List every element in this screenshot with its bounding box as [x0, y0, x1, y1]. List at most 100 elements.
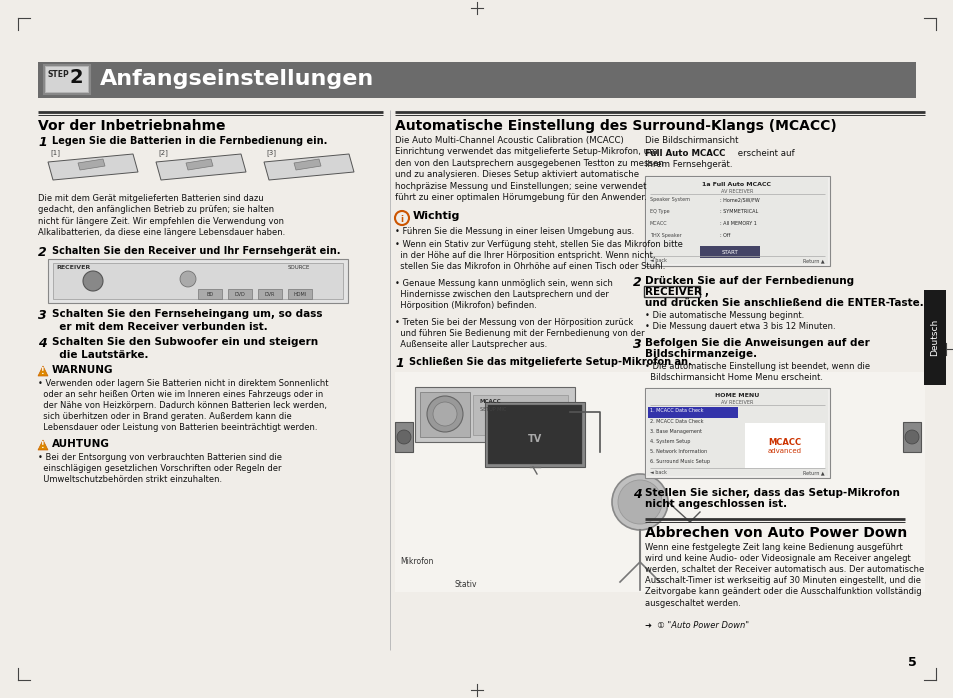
Text: Schließen Sie das mitgelieferte Setup-Mikrofon an.: Schließen Sie das mitgelieferte Setup-Mi…: [409, 357, 691, 367]
Text: STEP: STEP: [48, 70, 70, 79]
Text: DVR: DVR: [265, 292, 274, 297]
Text: Automatische Einstellung des Surround-Klangs (MCACC): Automatische Einstellung des Surround-Kl…: [395, 119, 836, 133]
Text: Die Auto Multi-Channel Acoustic Calibration (MCACC)
Einrichtung verwendet das mi: Die Auto Multi-Channel Acoustic Calibrat…: [395, 136, 663, 202]
Text: Die Bildschirmansicht: Die Bildschirmansicht: [644, 136, 740, 145]
Text: ➜  ① "Auto Power Down": ➜ ① "Auto Power Down": [644, 621, 748, 630]
Text: Stativ: Stativ: [455, 580, 477, 589]
Text: • Verwenden oder lagern Sie Batterien nicht in direktem Sonnenlicht
  oder an se: • Verwenden oder lagern Sie Batterien ni…: [38, 379, 328, 432]
Text: 3: 3: [633, 338, 641, 351]
Circle shape: [83, 271, 103, 291]
Polygon shape: [156, 154, 246, 180]
Text: 4. System Setup: 4. System Setup: [649, 439, 690, 444]
Text: Schalten Sie den Subwoofer ein und steigern
  die Lautstärke.: Schalten Sie den Subwoofer ein und steig…: [52, 337, 317, 359]
Text: START: START: [720, 249, 738, 255]
Text: 3. Base Management: 3. Base Management: [649, 429, 701, 434]
Circle shape: [180, 271, 195, 287]
Circle shape: [532, 412, 537, 418]
FancyBboxPatch shape: [44, 65, 90, 94]
Text: Wichtig: Wichtig: [413, 211, 460, 221]
Text: WARNUNG: WARNUNG: [52, 365, 113, 375]
Polygon shape: [48, 154, 138, 180]
FancyBboxPatch shape: [700, 246, 760, 258]
Text: : SYMMETRICAL: : SYMMETRICAL: [720, 209, 758, 214]
Text: Wenn eine festgelegte Zeit lang keine Bedienung ausgeführt
wird und keine Audio-: Wenn eine festgelegte Zeit lang keine Be…: [644, 543, 923, 607]
Text: erscheint auf: erscheint auf: [734, 149, 794, 158]
Text: nicht angeschlossen ist.: nicht angeschlossen ist.: [644, 499, 786, 509]
Text: : Off: : Off: [720, 233, 730, 238]
FancyBboxPatch shape: [198, 289, 222, 299]
Text: • Bei der Entsorgung von verbrauchten Batterien sind die
  einschlägigen gesetzl: • Bei der Entsorgung von verbrauchten Ba…: [38, 453, 282, 484]
Circle shape: [556, 412, 561, 418]
Circle shape: [396, 430, 411, 444]
Text: 1: 1: [38, 136, 47, 149]
FancyBboxPatch shape: [46, 67, 88, 92]
FancyBboxPatch shape: [288, 289, 312, 299]
Text: 3: 3: [38, 309, 47, 322]
Text: !: !: [41, 441, 45, 450]
Text: Schalten Sie den Receiver und Ihr Fernsehgerät ein.: Schalten Sie den Receiver und Ihr Fernse…: [52, 246, 340, 256]
Text: und drücken Sie anschließend die ENTER-Taste.: und drücken Sie anschließend die ENTER-T…: [644, 298, 923, 308]
Text: MCACC: MCACC: [649, 221, 667, 226]
Circle shape: [904, 430, 918, 444]
FancyBboxPatch shape: [53, 263, 343, 299]
Circle shape: [433, 402, 456, 426]
Text: Befolgen Sie die Anweisungen auf der: Befolgen Sie die Anweisungen auf der: [644, 338, 869, 348]
Circle shape: [547, 412, 554, 418]
Text: 4: 4: [38, 337, 47, 350]
Text: RECEIVER: RECEIVER: [56, 265, 91, 270]
Text: Legen Sie die Batterien in die Fernbedienung ein.: Legen Sie die Batterien in die Fernbedie…: [52, 136, 327, 146]
Text: i: i: [399, 215, 402, 224]
Text: ◄ back: ◄ back: [649, 470, 666, 475]
Text: 2: 2: [70, 68, 84, 87]
Circle shape: [539, 412, 545, 418]
Polygon shape: [78, 159, 105, 170]
FancyBboxPatch shape: [48, 259, 348, 303]
Text: Vor der Inbetriebnahme: Vor der Inbetriebnahme: [38, 119, 225, 133]
Text: 1. MCACC Data Check: 1. MCACC Data Check: [649, 408, 702, 413]
Text: BD: BD: [206, 292, 213, 297]
Text: Anfangseinstellungen: Anfangseinstellungen: [100, 69, 374, 89]
Circle shape: [427, 396, 462, 432]
Text: MCACC: MCACC: [479, 399, 501, 404]
Text: 5. Network Information: 5. Network Information: [649, 449, 706, 454]
Text: [2]: [2]: [158, 149, 168, 156]
Text: • Die Messung dauert etwa 3 bis 12 Minuten.: • Die Messung dauert etwa 3 bis 12 Minut…: [644, 322, 835, 331]
Circle shape: [618, 480, 661, 524]
Text: Return ▲: Return ▲: [802, 470, 824, 475]
Text: ,: ,: [704, 287, 708, 297]
FancyBboxPatch shape: [647, 407, 738, 418]
Text: HDMI: HDMI: [294, 292, 306, 297]
Text: SETUP MIC: SETUP MIC: [479, 407, 506, 412]
Text: 2. MCACC Data Check: 2. MCACC Data Check: [649, 419, 702, 424]
Text: 4: 4: [633, 488, 641, 501]
Text: • Wenn ein Stativ zur Verfügung steht, stellen Sie das Mikrofon bitte
  in der H: • Wenn ein Stativ zur Verfügung steht, s…: [395, 240, 682, 272]
Text: EQ Type: EQ Type: [649, 209, 669, 214]
FancyBboxPatch shape: [484, 402, 584, 467]
Text: 2: 2: [38, 246, 47, 259]
Text: Mikrofon: Mikrofon: [399, 557, 433, 566]
Text: 6. Surround Music Setup: 6. Surround Music Setup: [649, 459, 709, 464]
Text: Speaker System: Speaker System: [649, 197, 689, 202]
Text: THX Speaker: THX Speaker: [649, 233, 681, 238]
Text: ◄ back: ◄ back: [649, 258, 666, 263]
Text: HOME MENU: HOME MENU: [714, 393, 759, 398]
FancyBboxPatch shape: [228, 289, 252, 299]
Text: Stellen Sie sicher, dass das Setup-Mikrofon: Stellen Sie sicher, dass das Setup-Mikro…: [644, 488, 899, 498]
Polygon shape: [38, 440, 48, 450]
Polygon shape: [264, 154, 354, 180]
Text: AUHTUNG: AUHTUNG: [52, 439, 110, 449]
Polygon shape: [186, 159, 213, 170]
Text: • Die automatische Messung beginnt.: • Die automatische Messung beginnt.: [644, 311, 803, 320]
FancyBboxPatch shape: [902, 422, 920, 452]
Polygon shape: [38, 366, 48, 376]
FancyBboxPatch shape: [646, 390, 827, 476]
Text: TV: TV: [527, 434, 541, 444]
Text: [3]: [3]: [266, 149, 275, 156]
Text: • Führen Sie die Messung in einer leisen Umgebung aus.: • Führen Sie die Messung in einer leisen…: [395, 227, 634, 236]
FancyBboxPatch shape: [395, 422, 413, 452]
Text: 2: 2: [633, 276, 641, 289]
Text: Die mit dem Gerät mitgelieferten Batterien sind dazu
gedacht, den anfänglichen B: Die mit dem Gerät mitgelieferten Batteri…: [38, 194, 285, 237]
Text: !: !: [41, 367, 45, 376]
Text: Ihrem Fernsehgerät.: Ihrem Fernsehgerät.: [644, 160, 732, 169]
FancyBboxPatch shape: [473, 395, 567, 435]
